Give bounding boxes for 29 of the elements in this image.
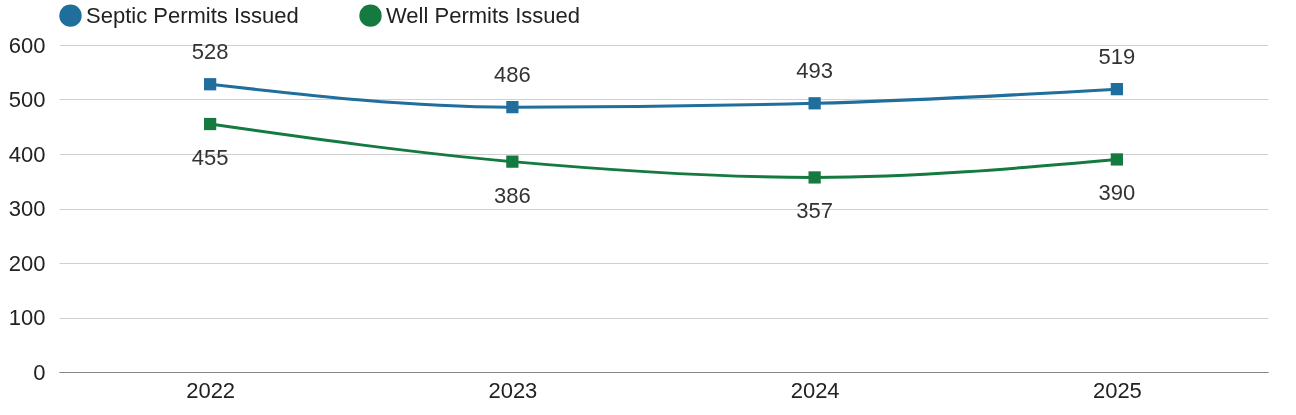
x-tick-label: 2024: [790, 377, 840, 403]
point: [1110, 153, 1123, 166]
data-label: 528: [191, 39, 229, 65]
point: [506, 155, 519, 168]
x-tick-label: 2023: [488, 377, 538, 403]
data-label: 493: [796, 58, 833, 84]
y-tick-label: 200: [8, 250, 46, 276]
data-label: 486: [494, 62, 531, 88]
y-tick-label: 0: [33, 359, 46, 385]
point: [808, 97, 821, 110]
point: [1110, 83, 1123, 96]
data-label: 455: [191, 145, 229, 171]
y-tick-label: 600: [8, 32, 46, 58]
data-label: 357: [796, 198, 833, 224]
point: [808, 171, 821, 184]
data-label: 390: [1098, 180, 1136, 206]
y-tick-label: 300: [8, 196, 46, 221]
x-tick-label: 2022: [186, 377, 236, 403]
legend-label: Well Permits Issued: [386, 2, 580, 28]
data-label: 386: [494, 182, 531, 208]
data-label: 519: [1098, 44, 1136, 70]
legend-label: Septic Permits Issued: [86, 2, 299, 28]
y-tick-label: 400: [8, 141, 46, 167]
y-tick-label: 100: [8, 305, 46, 330]
point: [204, 78, 217, 91]
point: [506, 101, 519, 114]
point: [204, 117, 217, 131]
x-tick-label: 2025: [1092, 377, 1142, 403]
y-tick-label: 500: [8, 87, 46, 112]
